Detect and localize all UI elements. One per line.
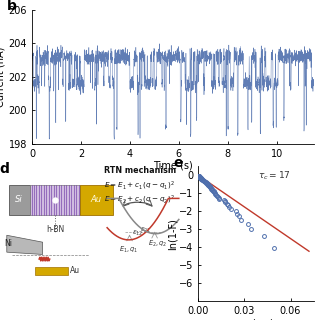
Text: h-BN: h-BN xyxy=(46,225,64,234)
Text: $E_1, q_1$: $E_1, q_1$ xyxy=(119,245,138,255)
Text: b: b xyxy=(7,0,17,13)
Y-axis label: ln(1-F): ln(1-F) xyxy=(168,218,178,250)
X-axis label: $\tau_c$ (ms): $\tau_c$ (ms) xyxy=(238,317,274,320)
Text: $\varepsilon_{12}$: $\varepsilon_{12}$ xyxy=(132,229,144,238)
Bar xyxy=(36,267,68,275)
Text: Au: Au xyxy=(69,267,80,276)
Text: Si: Si xyxy=(15,196,23,204)
Text: Au: Au xyxy=(91,196,102,204)
Text: $\varepsilon_{21}$: $\varepsilon_{21}$ xyxy=(140,226,151,235)
Polygon shape xyxy=(7,235,43,254)
Text: d: d xyxy=(0,162,10,176)
Text: $E = E_2 + c_2\,(q-q_2)^2$: $E = E_2 + c_2\,(q-q_2)^2$ xyxy=(104,194,174,206)
Bar xyxy=(80,185,113,215)
Text: e: e xyxy=(173,156,182,170)
Text: RTN mechanism: RTN mechanism xyxy=(104,166,176,175)
Text: $E = E_1 + c_1\,(q-q_1)^2$: $E = E_1 + c_1\,(q-q_1)^2$ xyxy=(104,180,174,192)
Text: $E_2, q_2$: $E_2, q_2$ xyxy=(148,239,168,249)
Y-axis label: Current (nA): Current (nA) xyxy=(0,47,6,107)
Bar xyxy=(9,185,30,215)
Text: $\tau_c = 17$: $\tau_c = 17$ xyxy=(258,169,291,181)
Text: Ni: Ni xyxy=(4,239,12,248)
X-axis label: Time (s): Time (s) xyxy=(153,160,193,170)
Bar xyxy=(30,185,80,215)
